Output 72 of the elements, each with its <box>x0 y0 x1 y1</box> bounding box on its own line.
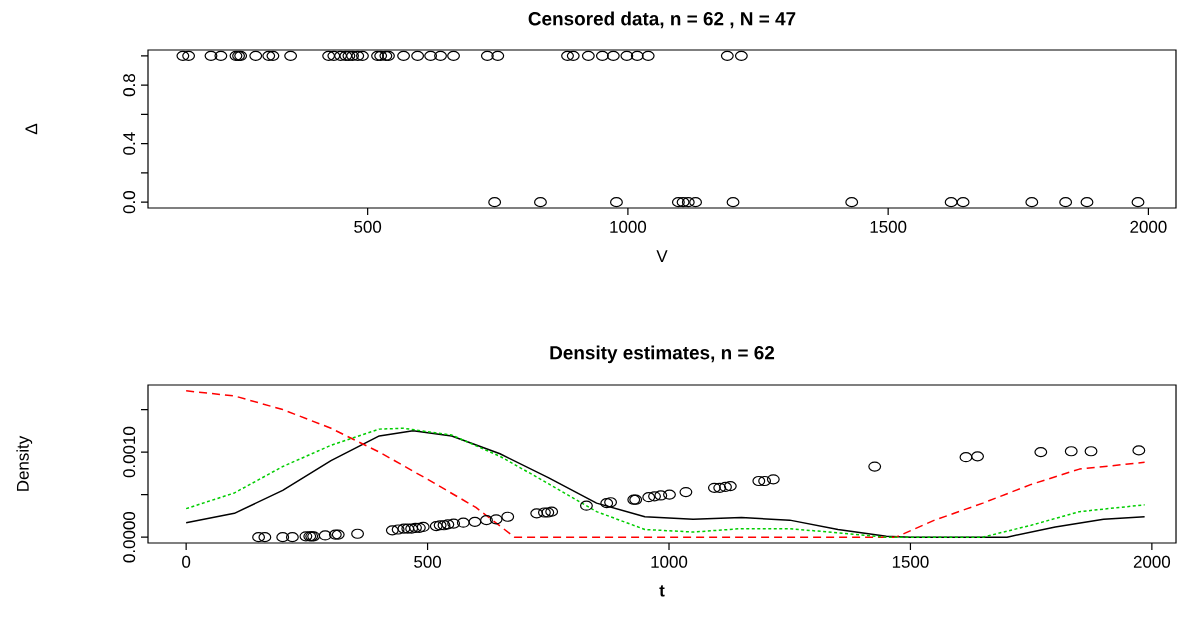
point <box>663 489 676 500</box>
point <box>648 491 661 502</box>
point <box>441 519 455 530</box>
x-tick-label: 0 <box>182 555 191 568</box>
point <box>401 523 415 534</box>
point <box>468 516 482 527</box>
point <box>276 532 290 543</box>
point <box>385 525 399 536</box>
point <box>654 490 668 501</box>
point <box>600 498 614 509</box>
y-tick-label: 0.4 <box>123 132 136 155</box>
point <box>489 514 503 525</box>
y-tick-label: 0.0 <box>123 191 136 214</box>
x-tick-label: 500 <box>354 220 382 233</box>
point <box>397 523 411 534</box>
point <box>433 520 447 531</box>
point <box>713 482 727 493</box>
x-tick-label: 1500 <box>892 555 929 568</box>
point <box>456 517 470 528</box>
chart-title: Density estimates, n = 62 <box>550 345 775 364</box>
point <box>480 515 493 526</box>
x-tick-label: 1500 <box>870 220 907 233</box>
y-tick-label: 0.0000 <box>123 511 136 563</box>
point <box>285 532 299 543</box>
x-tick-label: 2000 <box>1130 220 1167 233</box>
y-tick-label: 0.8 <box>123 74 136 97</box>
point <box>971 451 985 462</box>
point <box>416 521 430 533</box>
point <box>405 523 419 534</box>
x-axis-title: t <box>659 585 665 597</box>
point <box>318 530 332 541</box>
x-axis-title: V <box>656 250 668 262</box>
point <box>437 520 451 531</box>
point <box>579 500 593 511</box>
y-tick-label: 0.0010 <box>123 426 136 478</box>
point <box>719 481 732 493</box>
point <box>447 518 461 529</box>
point <box>530 508 544 519</box>
point <box>351 528 365 539</box>
line-series <box>185 390 1146 538</box>
point <box>545 506 559 517</box>
chart-title: Censored data, n = 62 , N = 47 <box>528 11 796 29</box>
point <box>501 511 515 522</box>
point <box>412 522 426 533</box>
point <box>1132 445 1146 456</box>
point <box>642 492 656 503</box>
point <box>541 507 555 518</box>
x-tick-label: 1000 <box>610 220 647 233</box>
point <box>723 481 737 492</box>
point <box>604 497 618 508</box>
x-tick-label: 1000 <box>651 555 688 568</box>
point <box>959 452 973 463</box>
point <box>1034 446 1048 458</box>
point <box>1084 446 1098 457</box>
x-tick-label: 500 <box>414 555 442 568</box>
point <box>258 532 272 543</box>
point <box>299 531 313 542</box>
point <box>391 524 405 535</box>
point <box>409 522 422 533</box>
point <box>752 475 766 487</box>
point <box>252 532 266 543</box>
y-axis-title: Δ <box>25 123 38 135</box>
point <box>537 507 551 518</box>
point <box>429 520 443 532</box>
x-tick-label: 2000 <box>1133 555 1171 568</box>
point <box>766 474 780 485</box>
point <box>758 475 772 487</box>
point <box>679 486 693 498</box>
point <box>1064 446 1078 457</box>
y-axis-title: Density <box>16 435 33 491</box>
point <box>707 482 721 493</box>
point <box>868 461 882 472</box>
